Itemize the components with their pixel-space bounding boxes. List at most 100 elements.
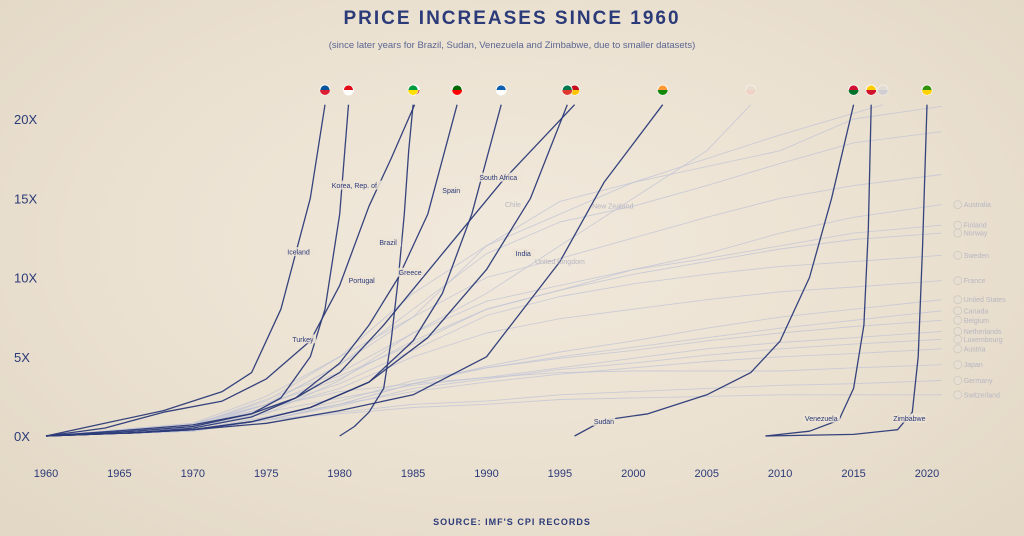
chart-source: SOURCE: IMF'S CPI RECORDS (433, 517, 591, 527)
sweden-flag-icon (953, 250, 963, 260)
series-label-korea-rep-of: Korea, Rep. of (332, 183, 377, 190)
x-tick-1975: 1975 (254, 468, 278, 480)
series-line-united-kingdom (45, 174, 942, 437)
series-line-india (45, 104, 664, 437)
y-tick-5: 5X (14, 350, 30, 365)
series-label-turkey: Turkey (292, 337, 314, 344)
israel-flag-icon (877, 84, 889, 96)
series-line-brazil (339, 104, 414, 437)
series-label-netherlands: Netherlands (964, 329, 1002, 336)
series-label-norway: Norway (964, 231, 988, 238)
x-tick-1960: 1960 (34, 468, 58, 480)
x-tick-1985: 1985 (401, 468, 425, 480)
highlighted-series-group (45, 104, 928, 437)
x-tick-2020: 2020 (915, 468, 939, 480)
venezuela-flag-icon (865, 84, 877, 96)
series-label-united-states: United States (964, 297, 1007, 304)
series-line-chile (45, 105, 942, 437)
spain-flag-icon (569, 84, 580, 96)
sudan-flag-icon (848, 84, 859, 96)
series-label-south-africa: South Africa (479, 175, 517, 182)
series-line-japan (45, 364, 942, 437)
x-tick-1995: 1995 (548, 468, 572, 480)
series-label-bg-sudan (592, 416, 616, 426)
luxembourg-flag-icon (953, 334, 963, 344)
series-line-spain (45, 104, 576, 437)
x-tick-1980: 1980 (327, 468, 351, 480)
series-line-portugal (45, 104, 458, 437)
series-label-venezuela: Venezuela (805, 416, 838, 423)
finland-flag-icon (953, 220, 963, 230)
netherlands-flag-icon (953, 326, 963, 336)
series-label-greece: Greece (399, 270, 422, 277)
portugal-flag-icon (451, 84, 463, 96)
series-label-bg-turkey (289, 334, 317, 344)
india-flag-icon (657, 84, 669, 96)
series-label-bg-spain (440, 185, 463, 195)
series-label-bg-korea-rep-of (326, 180, 383, 190)
austria-flag-icon (953, 344, 963, 354)
series-label-bg-india (511, 248, 535, 258)
series-line-zimbabwe (765, 104, 928, 437)
turkey-flag-icon (343, 84, 354, 96)
series-line-turkey (45, 104, 350, 437)
series-label-zimbabwe: Zimbabwe (893, 416, 925, 423)
series-label-luxembourg: Luxembourg (964, 337, 1003, 344)
x-tick-1965: 1965 (107, 468, 131, 480)
series-label-bg-brazil (375, 237, 402, 247)
series-line-venezuela (765, 104, 872, 437)
series-label-canada: Canada (964, 308, 989, 315)
series-line-sudan (574, 104, 855, 437)
series-label-switzerland: Switzerland (964, 392, 1000, 399)
x-tick-2015: 2015 (841, 468, 865, 480)
chart-title: PRICE INCREASES SINCE 1960 (343, 8, 681, 29)
norway-flag-icon (953, 228, 963, 238)
series-label-chile: Chile (505, 202, 521, 209)
iceland-flag-icon (319, 84, 331, 96)
series-line-france (45, 280, 942, 437)
series-line-norway (45, 232, 942, 437)
zimbabwe-flag-icon (921, 84, 933, 96)
series-label-bg-iceland (283, 247, 314, 257)
series-label-belgium: Belgium (964, 318, 989, 325)
belgium-flag-icon (953, 315, 963, 325)
x-axis: 1960 1965 1970 1975 1980 1985 1990 1995 2000 2005… (34, 468, 939, 480)
series-line-austria (45, 348, 942, 437)
y-tick-0: 0X (14, 429, 30, 444)
series-line-iceland (45, 104, 326, 437)
series-label-united-kingdom: United Kingdom (535, 259, 585, 266)
series-line-australia (45, 204, 942, 437)
series-label-spain: Spain (442, 188, 460, 195)
switzerland-flag-icon (953, 390, 963, 400)
series-label-iceland: Iceland (287, 250, 310, 257)
france-flag-icon (953, 276, 963, 286)
chart-subtitle: (since later years for Brazil, Sudan, Ve… (328, 40, 696, 51)
series-label-france: France (964, 278, 986, 285)
y-tick-20: 20X (14, 112, 37, 127)
x-tick-2010: 2010 (768, 468, 792, 480)
series-line-finland (45, 224, 942, 437)
x-tick-1990: 1990 (474, 468, 498, 480)
y-tick-10: 10X (14, 271, 37, 286)
series-label-sudan: Sudan (594, 419, 614, 426)
series-label-india: India (516, 251, 531, 258)
series-label-austria: Austria (964, 346, 986, 353)
brazil-flag-icon (407, 84, 419, 96)
y-tick-15: 15X (14, 191, 37, 206)
germany-flag-icon (953, 376, 963, 385)
series-label-australia: Australia (964, 202, 991, 209)
series-label-bg-zimbabwe (892, 413, 927, 423)
x-tick-2005: 2005 (695, 468, 719, 480)
australia-flag-icon (953, 200, 963, 209)
y-axis: 0X 5X 10X 15X 20X (14, 112, 37, 444)
series-line-netherlands (45, 330, 942, 437)
canada-flag-icon (953, 306, 963, 316)
series-label-bg-south-africa (474, 172, 523, 182)
united-states-flag-icon (953, 295, 963, 305)
south-africa-flag-icon (561, 84, 573, 96)
faint-series-group (45, 104, 942, 437)
japan-flag-icon (953, 360, 963, 370)
series-label-sweden: Sweden (964, 253, 989, 260)
x-tick-2000: 2000 (621, 468, 645, 480)
